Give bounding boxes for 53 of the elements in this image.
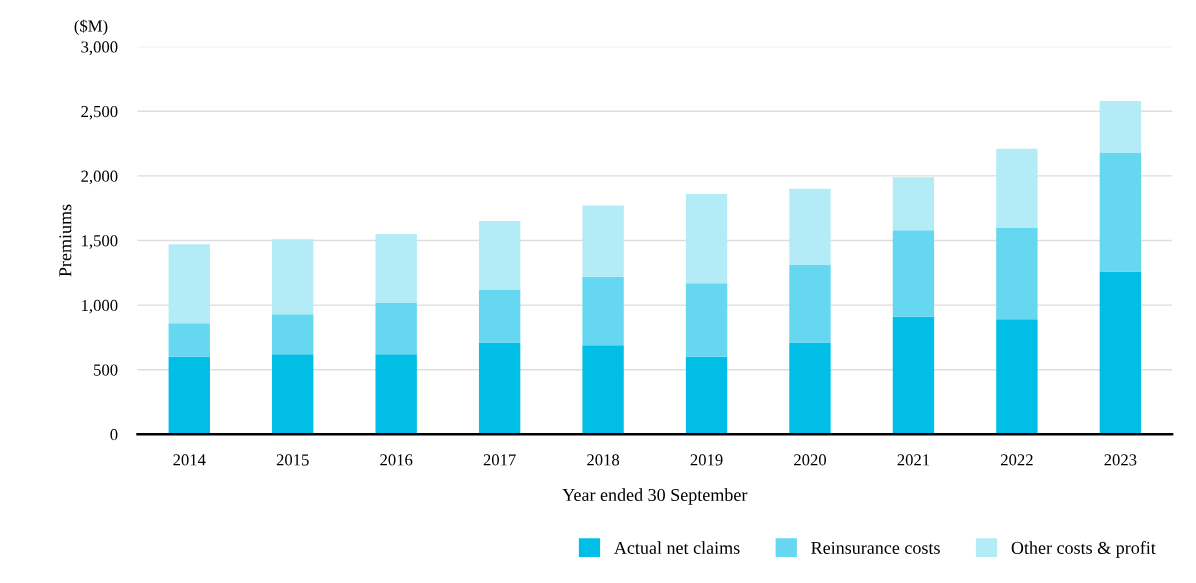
bar — [478, 342, 521, 435]
legend-label: Other costs & profit — [1011, 541, 1156, 558]
bar — [892, 230, 935, 317]
x-tick-label: 2015 — [276, 454, 309, 466]
bar — [892, 316, 935, 435]
y-tick-label: 2,500 — [81, 105, 118, 120]
bar — [375, 234, 417, 303]
bar — [168, 356, 210, 435]
x-tick-label: 2021 — [897, 454, 930, 466]
text: ($M) — [74, 19, 108, 36]
bar — [685, 283, 728, 357]
bar — [478, 289, 521, 343]
bar — [168, 244, 210, 324]
bar — [685, 356, 728, 435]
bar — [789, 188, 831, 266]
y-tick-label: 500 — [94, 364, 118, 376]
bar — [789, 342, 831, 435]
bar — [892, 177, 935, 231]
x-tick-label: 2017 — [483, 454, 516, 466]
y-tick-label: 2,000 — [81, 170, 118, 185]
bar — [1099, 152, 1142, 272]
bar — [582, 345, 624, 435]
y-tick-label: 3,000 — [81, 41, 118, 55]
bar — [272, 354, 314, 435]
x-tick-label: 2016 — [380, 454, 413, 466]
legend-label: Reinsurance costs — [811, 541, 940, 554]
bar — [996, 148, 1038, 228]
y-tick-label: 1,000 — [82, 299, 118, 314]
x-tick-label: 2014 — [173, 454, 206, 466]
y-tick-label: 1,500 — [82, 235, 118, 249]
bar — [582, 205, 624, 277]
bar — [1099, 100, 1142, 153]
bar — [168, 323, 210, 357]
y-axis-title: Premiums — [59, 204, 72, 277]
bar — [375, 354, 417, 435]
x-tick-label: 2020 — [794, 454, 827, 466]
y-tick-label: 0 — [110, 429, 118, 441]
bar — [996, 319, 1038, 435]
bar — [272, 239, 314, 315]
x-tick-label: 2019 — [690, 454, 723, 466]
bar — [996, 227, 1038, 320]
x-tick-label: 2018 — [587, 454, 620, 466]
bar — [685, 193, 728, 284]
bar — [582, 276, 624, 346]
bar — [478, 221, 521, 290]
x-tick-label: 2023 — [1104, 454, 1137, 466]
x-axis-title: Year ended 30 September — [562, 488, 748, 505]
bar — [789, 265, 831, 343]
x-tick-label: 2022 — [1000, 454, 1033, 466]
bar — [375, 302, 417, 355]
bar — [1099, 271, 1142, 435]
legend-label: Actual net claims — [614, 541, 740, 554]
bar — [272, 314, 314, 355]
